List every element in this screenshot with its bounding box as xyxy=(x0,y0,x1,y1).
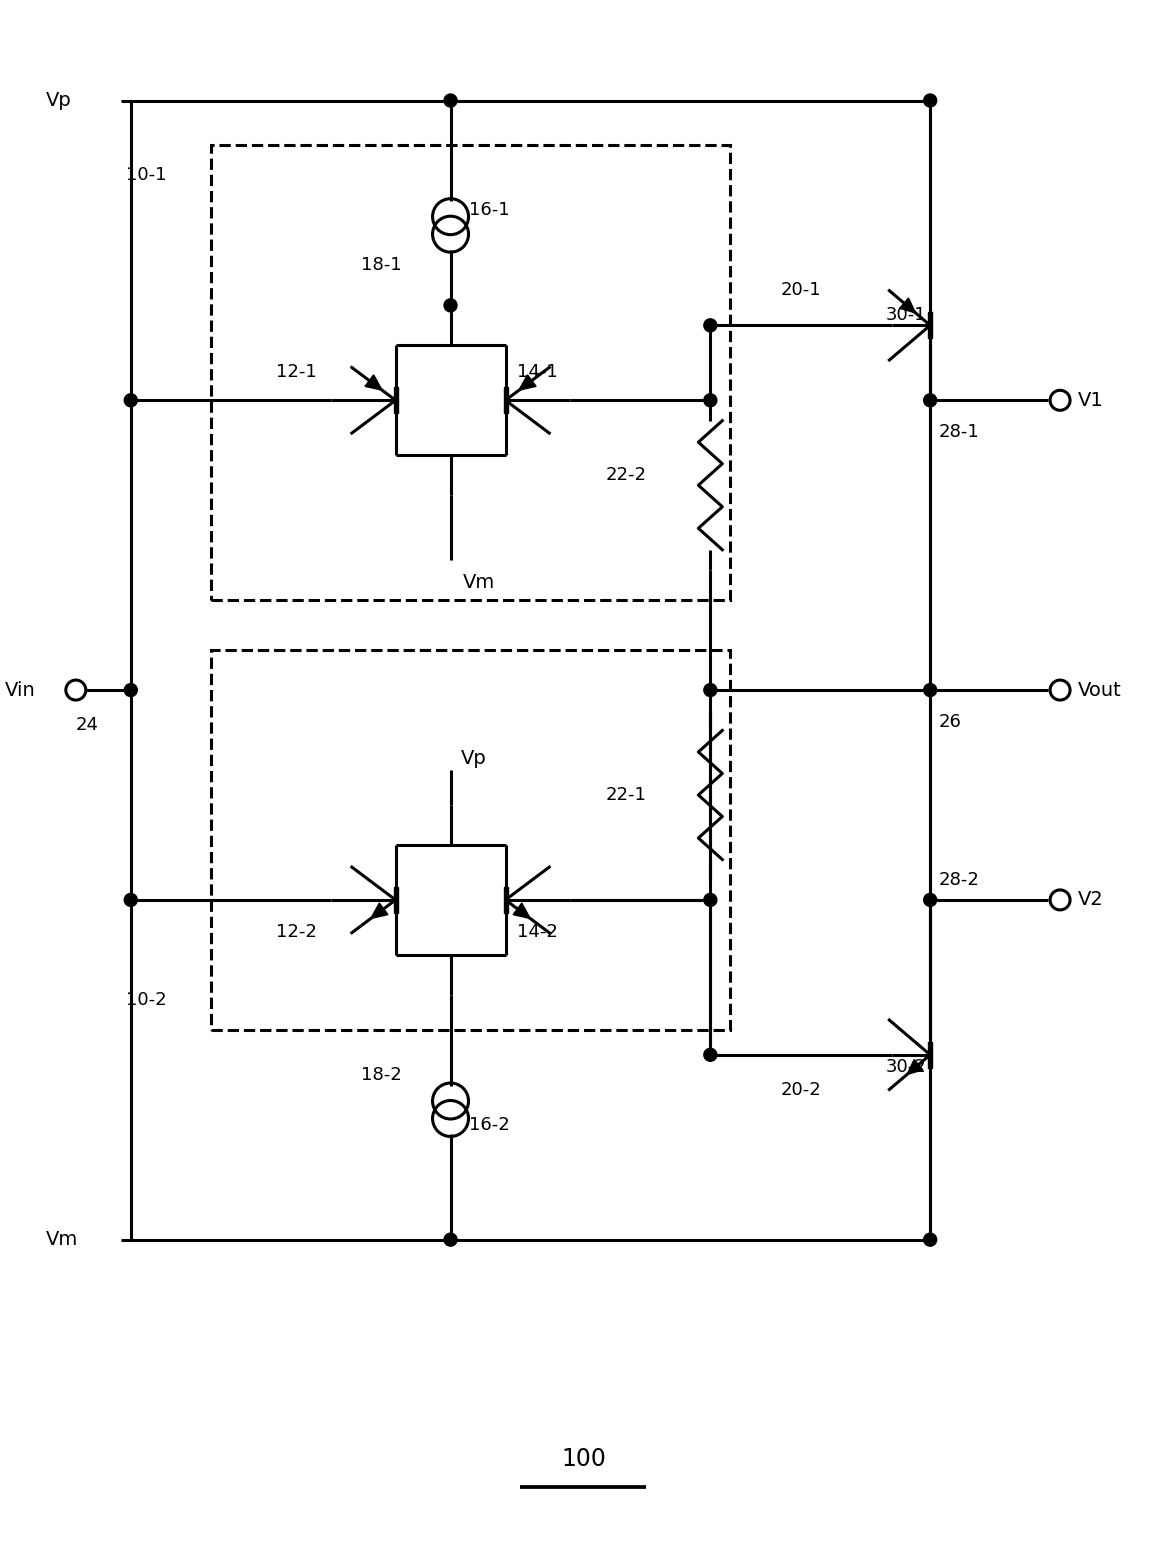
Circle shape xyxy=(923,94,936,108)
Circle shape xyxy=(125,683,138,697)
Bar xyxy=(394,387,398,413)
Circle shape xyxy=(923,1232,936,1246)
Text: 24: 24 xyxy=(76,716,99,735)
Text: Vp: Vp xyxy=(461,749,486,768)
Text: 12-2: 12-2 xyxy=(275,924,316,941)
Text: Vp: Vp xyxy=(45,90,71,111)
Polygon shape xyxy=(513,903,531,919)
Circle shape xyxy=(444,94,457,108)
Text: 14-2: 14-2 xyxy=(518,924,559,941)
Circle shape xyxy=(923,683,936,697)
Text: V1: V1 xyxy=(1079,392,1104,410)
Circle shape xyxy=(704,318,717,332)
Bar xyxy=(504,888,507,913)
Text: Vm: Vm xyxy=(463,573,494,591)
Bar xyxy=(928,1042,932,1067)
Polygon shape xyxy=(519,374,536,390)
Text: 30-1: 30-1 xyxy=(885,306,926,324)
Circle shape xyxy=(125,894,138,906)
Text: 100: 100 xyxy=(561,1448,606,1471)
Text: 16-1: 16-1 xyxy=(469,201,510,220)
Circle shape xyxy=(444,1232,457,1246)
Text: 20-2: 20-2 xyxy=(780,1081,821,1098)
Text: 30-2: 30-2 xyxy=(885,1058,926,1076)
Text: 14-1: 14-1 xyxy=(518,363,559,381)
Text: 22-2: 22-2 xyxy=(605,466,646,484)
Text: 18-1: 18-1 xyxy=(360,256,401,275)
Text: Vin: Vin xyxy=(5,680,36,699)
Bar xyxy=(928,312,932,339)
Text: 10-1: 10-1 xyxy=(126,167,167,184)
Circle shape xyxy=(923,393,936,407)
Text: 26: 26 xyxy=(939,713,961,732)
Text: 12-1: 12-1 xyxy=(275,363,316,381)
Text: Vout: Vout xyxy=(1079,680,1122,699)
Polygon shape xyxy=(907,1059,922,1075)
Text: Vm: Vm xyxy=(45,1231,78,1250)
Bar xyxy=(394,888,398,913)
Polygon shape xyxy=(365,374,382,390)
Text: 18-2: 18-2 xyxy=(360,1065,401,1084)
Text: 16-2: 16-2 xyxy=(469,1115,510,1134)
Circle shape xyxy=(704,894,717,906)
Bar xyxy=(504,387,507,413)
Circle shape xyxy=(125,393,138,407)
Bar xyxy=(211,145,730,601)
Circle shape xyxy=(704,393,717,407)
Circle shape xyxy=(923,894,936,906)
Circle shape xyxy=(444,300,457,312)
Bar xyxy=(211,651,730,1030)
Polygon shape xyxy=(371,903,388,919)
Circle shape xyxy=(704,683,717,697)
Text: 10-2: 10-2 xyxy=(126,991,167,1009)
Text: V2: V2 xyxy=(1079,891,1104,909)
Text: 20-1: 20-1 xyxy=(780,281,821,300)
Text: 28-2: 28-2 xyxy=(939,870,979,889)
Text: 28-1: 28-1 xyxy=(939,423,979,441)
Text: 22-1: 22-1 xyxy=(605,786,646,803)
Circle shape xyxy=(704,1048,717,1061)
Polygon shape xyxy=(900,298,915,314)
